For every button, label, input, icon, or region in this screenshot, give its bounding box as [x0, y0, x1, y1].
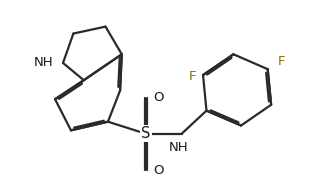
Text: NH: NH [169, 141, 189, 154]
Text: O: O [153, 164, 164, 177]
Text: F: F [188, 70, 196, 83]
Text: F: F [278, 55, 285, 68]
Text: S: S [141, 126, 151, 141]
Text: O: O [153, 91, 164, 104]
Text: NH: NH [34, 56, 53, 69]
